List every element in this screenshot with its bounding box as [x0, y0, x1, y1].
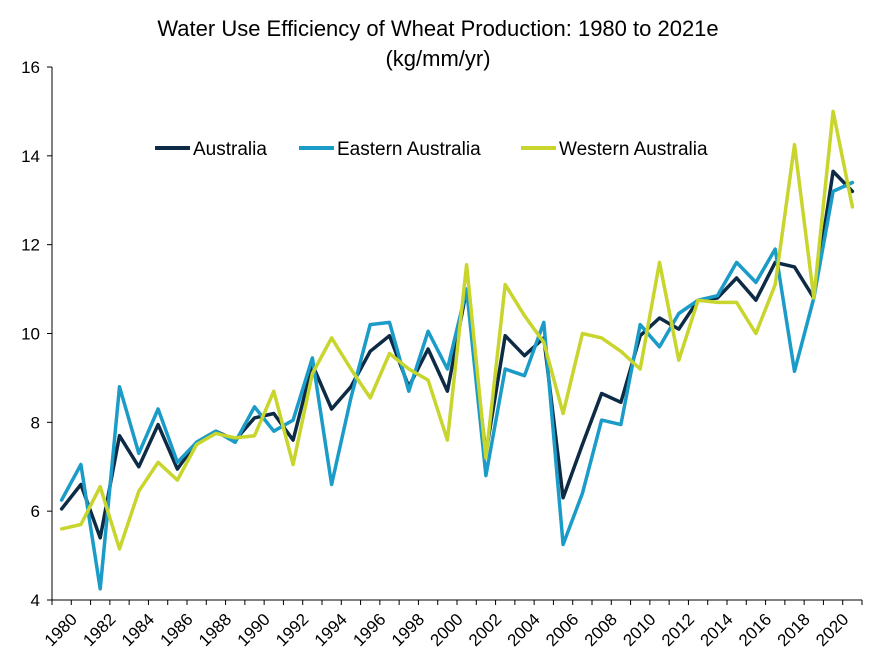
- plot-lines: [59, 109, 855, 591]
- x-tick-label: 2010: [619, 610, 659, 650]
- x-tick-label: 2004: [504, 610, 544, 650]
- x-tick-label: 2006: [542, 610, 582, 650]
- x-tick-label: 2012: [658, 610, 698, 650]
- x-tick-label: 1980: [41, 610, 81, 650]
- series-line-eastern-australia: [59, 180, 855, 591]
- x-tick-label: 1992: [272, 610, 312, 650]
- x-tick-label: 1998: [388, 610, 428, 650]
- x-tick-label: 2018: [774, 610, 814, 650]
- x-tick-label: 1990: [234, 610, 274, 650]
- legend: Australia Eastern Australia Western Aust…: [155, 139, 708, 160]
- x-tick-label: 1982: [79, 610, 119, 650]
- series-line-western-australia: [59, 109, 855, 551]
- x-tick-label: 2014: [696, 610, 736, 650]
- legend-item-eastern-australia: Eastern Australia: [299, 139, 481, 160]
- x-tick-label: 1994: [311, 610, 351, 650]
- legend-label-western-australia: Western Australia: [559, 139, 708, 160]
- legend-label-eastern-australia: Eastern Australia: [337, 139, 481, 160]
- legend-item-western-australia: Western Australia: [521, 139, 708, 160]
- y-tick-label: 10: [21, 325, 40, 344]
- y-tick-label: 6: [31, 502, 40, 521]
- y-tick-label: 12: [21, 236, 40, 255]
- x-tick-label: 1996: [349, 610, 389, 650]
- x-tick-label: 2000: [426, 610, 466, 650]
- x-tick-label: 2002: [465, 610, 505, 650]
- y-tick-label: 4: [31, 591, 40, 610]
- chart-title: Water Use Efficiency of Wheat Production…: [157, 16, 718, 41]
- x-tick-label: 1988: [195, 610, 235, 650]
- x-tick-label: 2008: [581, 610, 621, 650]
- y-tick-label: 14: [21, 147, 40, 166]
- legend-item-australia: Australia: [155, 139, 267, 160]
- x-tick-label: 2020: [812, 610, 852, 650]
- y-tick-label: 16: [21, 58, 40, 77]
- x-tick-label: 1984: [118, 610, 158, 650]
- x-tick-label: 2016: [735, 610, 775, 650]
- x-tick-label: 1986: [156, 610, 196, 650]
- legend-label-australia: Australia: [193, 139, 267, 160]
- y-tick-label: 8: [31, 413, 40, 432]
- chart-subtitle: (kg/mm/yr): [385, 46, 490, 71]
